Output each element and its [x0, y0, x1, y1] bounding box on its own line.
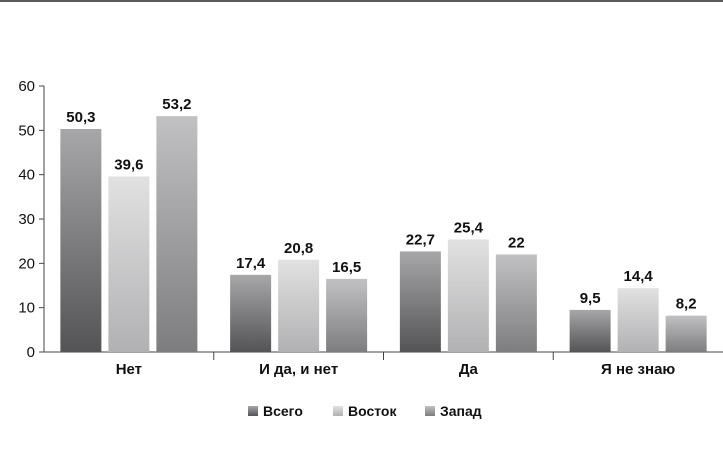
legend-label: Всего: [263, 403, 303, 419]
data-label: 50,3: [66, 109, 95, 126]
y-tick-label: 50: [18, 122, 35, 139]
x-category-label: Нет: [116, 361, 142, 378]
bar-3-1: [156, 116, 198, 352]
legend-label: Восток: [348, 403, 397, 419]
bar-3-2: [326, 278, 368, 352]
data-label: 25,4: [454, 219, 484, 236]
axes: 0 10 20 30 40 50 60 Нет И да, и нет Да Я не знаю: [18, 78, 723, 378]
bar-2-1: [108, 176, 150, 352]
data-label: 8,2: [676, 296, 697, 313]
data-label: 14,4: [624, 268, 654, 285]
legend-label: Запад: [440, 403, 482, 419]
y-tick-label: 40: [18, 167, 35, 184]
y-tick-label: 20: [18, 255, 35, 272]
y-tick-label: 0: [27, 344, 35, 361]
data-label: 22: [508, 234, 525, 251]
bar-2-3: [447, 239, 489, 352]
y-tick-label: 60: [18, 78, 35, 95]
x-category-label: Я не знаю: [601, 361, 675, 378]
bar-1-3: [399, 251, 441, 352]
data-label: 22,7: [406, 231, 435, 248]
top-border-line: [0, 0, 723, 2]
legend-swatch: [333, 406, 343, 416]
bar-1-2: [230, 274, 272, 352]
data-labels: 50,3 39,6 53,2 17,4 20,8 16,5 22,7 25,4 22 9,5 14,…: [66, 96, 696, 313]
bar-1-1: [60, 129, 102, 352]
y-tick-label: 10: [18, 300, 35, 317]
bar-3-4: [665, 315, 707, 352]
legend-swatch: [425, 406, 435, 416]
data-label: 17,4: [236, 255, 266, 272]
bar-1-4: [569, 309, 611, 352]
data-label: 16,5: [332, 259, 361, 276]
y-tick-label: 30: [18, 211, 35, 228]
legend-swatch: [248, 406, 258, 416]
bars: [60, 116, 707, 352]
data-label: 53,2: [162, 96, 191, 113]
data-label: 20,8: [284, 240, 313, 257]
bar-2-4: [617, 288, 659, 352]
bar-3-3: [495, 254, 537, 352]
legend: Всего Восток Запад: [248, 403, 482, 419]
x-category-label: Да: [459, 361, 479, 378]
data-label: 39,6: [114, 156, 143, 173]
data-label: 9,5: [580, 290, 601, 307]
x-category-label: И да, и нет: [259, 361, 338, 378]
bar-2-2: [278, 259, 320, 352]
